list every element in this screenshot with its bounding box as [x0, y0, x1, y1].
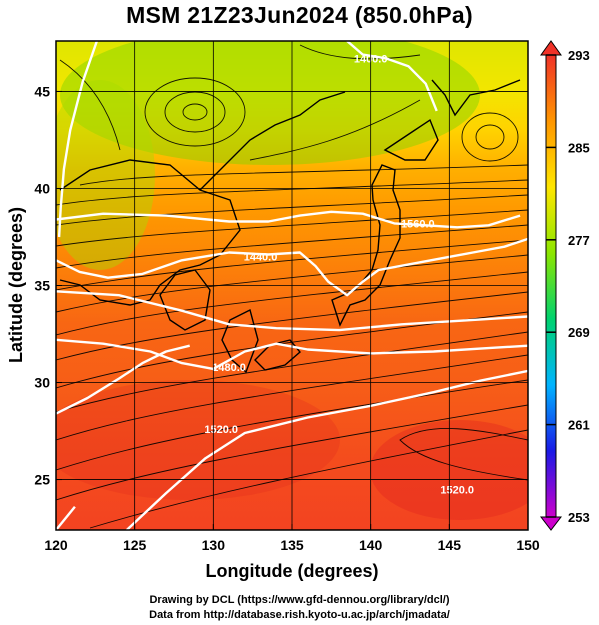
contour-line	[57, 41, 99, 238]
streamline	[56, 194, 528, 226]
contour-line	[56, 505, 76, 530]
y-axis-label: Latitude (degrees)	[6, 207, 26, 363]
y-tick-label: 25	[34, 472, 50, 488]
streamline	[59, 59, 121, 151]
streamline	[56, 379, 528, 471]
x-tick-label: 145	[438, 537, 462, 553]
colorbar-tick-label: 293	[568, 48, 590, 63]
contour-line	[125, 369, 528, 530]
streamline	[249, 99, 421, 161]
streamlines	[56, 44, 528, 529]
streamline	[56, 224, 528, 269]
streamline	[56, 404, 528, 501]
contour-line	[56, 290, 528, 332]
cool-region-north	[60, 41, 480, 165]
colorbar-bar	[545, 54, 557, 518]
coastline-continent	[59, 159, 241, 306]
x-tick-label: 150	[516, 537, 540, 553]
x-tick-label: 130	[202, 537, 226, 553]
contour-label: 1560.0	[401, 218, 435, 230]
streamline	[56, 271, 528, 336]
colorbar-ticks: 253 261 269 277 285 293	[546, 48, 590, 525]
streamline	[89, 429, 528, 529]
streamline	[56, 311, 528, 389]
streamline	[56, 254, 528, 313]
colorbar-tick-label: 269	[568, 325, 590, 340]
coastline-korea	[159, 269, 211, 331]
x-axis: 120 125 130 135 140 145 150	[44, 524, 540, 553]
chart-title: MSM 21Z23Jun2024 (850.0hPa)	[126, 2, 473, 28]
contour-line	[346, 41, 438, 112]
warm-region-southeast	[370, 420, 528, 520]
x-tick-label: 120	[44, 537, 68, 553]
warm-region-southwest	[56, 380, 340, 500]
contour-line	[56, 237, 528, 297]
contour-label: 1480.0	[212, 362, 246, 374]
contour-label: 1520.0	[204, 424, 238, 436]
colorbar-tick-label: 261	[568, 418, 590, 433]
streamline-eddy	[182, 103, 208, 121]
streamline	[56, 354, 528, 441]
y-tick-label: 35	[34, 278, 50, 294]
contour-label: 1440.0	[244, 251, 278, 263]
streamline	[79, 164, 528, 186]
coastline-sakhalin-kuril	[431, 79, 521, 117]
contour-line	[56, 210, 521, 229]
contour-line	[56, 338, 528, 371]
colorbar-tick-label: 277	[568, 233, 590, 248]
streamline	[56, 331, 528, 413]
colorbar-max-arrow	[540, 40, 562, 56]
y-axis: 25 30 35 40 45	[34, 83, 62, 488]
colorbar-tick-label: 253	[568, 510, 590, 525]
contour-label: 1520.0	[440, 484, 474, 496]
streamline	[399, 428, 528, 481]
streamline	[56, 239, 528, 291]
coastline-kyushu	[221, 308, 259, 374]
y-tick-label: 40	[34, 180, 50, 196]
colorbar-min-arrow	[539, 516, 563, 531]
coastline-honshu	[331, 164, 401, 327]
contour-line	[56, 344, 190, 415]
credit-data-source: Data from http://database.rish.kyoto-u.a…	[149, 609, 450, 621]
streamline	[299, 44, 421, 60]
cool-region-west	[56, 80, 155, 270]
coastline-russia	[199, 91, 346, 191]
gridlines	[56, 41, 528, 530]
x-tick-label: 140	[359, 537, 383, 553]
colorbar: 253 261 269 277 285 293	[539, 40, 590, 531]
x-tick-label: 135	[280, 537, 304, 553]
credit-drawing: Drawing by DCL (https://www.gfd-dennou.o…	[149, 594, 450, 606]
y-tick-label: 30	[34, 375, 50, 391]
colorbar-tick-label: 285	[568, 140, 590, 155]
y-tick-label: 45	[34, 83, 50, 99]
streamline-eddy	[144, 77, 246, 147]
coastlines	[59, 79, 521, 374]
contours	[56, 41, 528, 530]
streamline	[56, 179, 528, 206]
streamline-eddy	[164, 91, 226, 133]
x-tick-label: 125	[123, 537, 147, 553]
coastline-hokkaido	[383, 118, 439, 161]
streamline	[56, 209, 528, 247]
streamline-eddy	[461, 112, 519, 162]
streamline-eddy	[475, 124, 505, 150]
x-axis-label: Longitude (degrees)	[205, 561, 378, 581]
